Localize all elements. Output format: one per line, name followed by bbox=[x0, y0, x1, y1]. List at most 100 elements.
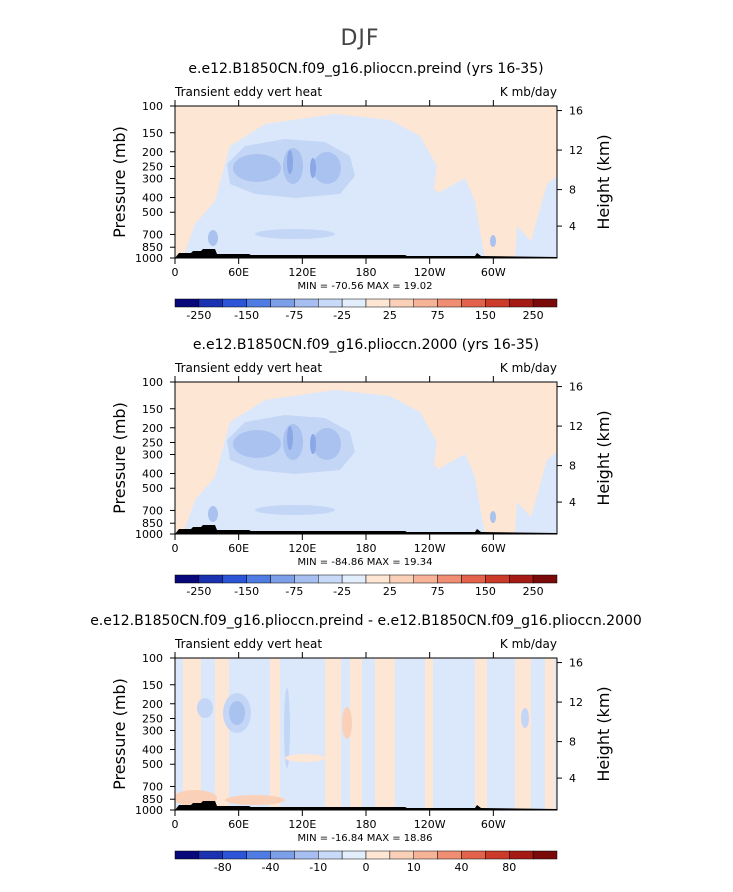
y-axis-right-title: Height (km) bbox=[594, 410, 613, 505]
y-tick-label: 850 bbox=[142, 517, 163, 530]
panel-units-label: K mb/day bbox=[500, 637, 557, 651]
topography-mask bbox=[175, 249, 557, 258]
colorbar-swatch bbox=[222, 298, 247, 308]
contour-strong-lobe bbox=[283, 148, 303, 184]
y-tick-label: 400 bbox=[142, 744, 163, 757]
panel-left-label: Transient eddy vert heat bbox=[174, 85, 322, 99]
x-tick-label: 60W bbox=[481, 542, 506, 555]
contour-strongest-lobe bbox=[310, 434, 316, 454]
contour-positive-band bbox=[515, 658, 531, 810]
contour-positive-band bbox=[270, 658, 280, 810]
panel-left-label: Transient eddy vert heat bbox=[174, 361, 322, 375]
y-tick-label: 500 bbox=[142, 758, 163, 771]
x-tick-label: 0 bbox=[172, 818, 179, 831]
panel-3: e.e12.B1850CN.f09_g16.plioccn.preind - e… bbox=[90, 613, 642, 874]
colorbar-swatch bbox=[509, 298, 534, 308]
contour-positive-band bbox=[475, 658, 487, 810]
contour-strong-lobe bbox=[233, 430, 281, 458]
x-tick-label: 0 bbox=[172, 542, 179, 555]
panels: e.e12.B1850CN.f09_g16.plioccn.preind (yr… bbox=[90, 61, 642, 874]
x-tick-label: 180 bbox=[356, 266, 377, 279]
y-axis-right-title: Height (km) bbox=[594, 686, 613, 781]
colorbar-label: 25 bbox=[383, 309, 397, 322]
contour-strongest-lobe bbox=[287, 426, 293, 450]
contour-surface-lobe bbox=[208, 230, 218, 246]
y-axis-title: Pressure (mb) bbox=[110, 402, 129, 514]
y-tick-label: 850 bbox=[142, 793, 163, 806]
colorbar-label: 40 bbox=[455, 861, 469, 874]
y-tick-label: 300 bbox=[142, 725, 163, 738]
contour-positive-lobe bbox=[342, 707, 352, 739]
y-tick-label: 150 bbox=[142, 127, 163, 140]
page-title: DJF bbox=[340, 26, 379, 51]
colorbar-swatch bbox=[246, 298, 271, 308]
colorbar-swatch bbox=[413, 850, 438, 860]
colorbar-label: -25 bbox=[333, 309, 351, 322]
x-tick-label: 60W bbox=[481, 818, 506, 831]
contour-lower-band bbox=[255, 229, 335, 239]
colorbar-swatch bbox=[198, 298, 223, 308]
colorbar-swatch bbox=[437, 298, 462, 308]
contour-negative-lobe bbox=[284, 688, 290, 768]
colorbar-swatch bbox=[341, 298, 367, 308]
colorbar-swatch bbox=[485, 850, 510, 860]
panel-title: e.e12.B1850CN.f09_g16.plioccn.preind (yr… bbox=[188, 61, 543, 77]
contour-positive-band bbox=[183, 658, 201, 810]
contour-field bbox=[175, 382, 557, 534]
y-tick-label: 850 bbox=[142, 241, 163, 254]
contour-positive-band bbox=[375, 658, 395, 810]
colorbar-swatch bbox=[270, 298, 295, 308]
y-tick-label: 200 bbox=[142, 422, 163, 435]
colorbar-swatch bbox=[246, 850, 271, 860]
colorbar-label: -75 bbox=[285, 585, 303, 598]
stats-label: MIN = -16.84 MAX = 18.86 bbox=[298, 833, 433, 844]
y-tick-label: 400 bbox=[142, 468, 163, 481]
colorbar-swatch bbox=[437, 574, 462, 584]
contour-strongest-lobe bbox=[287, 150, 293, 174]
topography-mask bbox=[175, 525, 557, 534]
stats-label: MIN = -70.56 MAX = 19.02 bbox=[298, 281, 433, 292]
colorbar-label: -40 bbox=[262, 861, 280, 874]
panel-title: e.e12.B1850CN.f09_g16.plioccn.2000 (yrs … bbox=[193, 337, 539, 353]
colorbar-label: 10 bbox=[407, 861, 421, 874]
colorbar-swatch bbox=[246, 574, 271, 584]
colorbar-swatch bbox=[198, 574, 223, 584]
contour-strong-lobe bbox=[313, 428, 341, 460]
colorbar-swatch bbox=[318, 850, 343, 860]
y-tick-label: 200 bbox=[142, 698, 163, 711]
panel-2: e.e12.B1850CN.f09_g16.plioccn.2000 (yrs … bbox=[110, 337, 613, 598]
contour-surface-lobe bbox=[490, 235, 496, 247]
colorbar-swatch bbox=[222, 574, 247, 584]
contour-positive-band bbox=[325, 658, 341, 810]
contour-positive-band bbox=[545, 658, 555, 810]
contour-negative-lower bbox=[375, 452, 447, 534]
y-tick-label: 1000 bbox=[135, 252, 163, 265]
y-tick-label: 700 bbox=[142, 504, 163, 517]
y-right-tick-label: 16 bbox=[569, 657, 583, 670]
y-right-tick-label: 4 bbox=[569, 220, 576, 233]
panel-units-label: K mb/day bbox=[500, 361, 557, 375]
y-tick-label: 100 bbox=[142, 652, 163, 665]
colorbar-swatch bbox=[365, 298, 391, 308]
contour-strong-lobe bbox=[229, 701, 245, 725]
x-tick-label: 120E bbox=[288, 818, 316, 831]
y-tick-label: 700 bbox=[142, 780, 163, 793]
colorbar-swatch bbox=[413, 574, 438, 584]
colorbar-swatch bbox=[174, 850, 200, 860]
contour-surface-lobe bbox=[208, 506, 218, 522]
y-right-tick-label: 16 bbox=[569, 381, 583, 394]
colorbar-swatch bbox=[198, 850, 223, 860]
stats-label: MIN = -84.86 MAX = 19.34 bbox=[298, 557, 433, 568]
contour-strong-lobe bbox=[283, 424, 303, 460]
contour-positive-lobe bbox=[225, 795, 285, 805]
contour-strongest-lobe bbox=[310, 158, 316, 178]
x-tick-label: 120E bbox=[288, 266, 316, 279]
contour-strong-lobe bbox=[233, 154, 281, 182]
topography-mask bbox=[175, 801, 557, 810]
colorbar-label: -75 bbox=[285, 309, 303, 322]
contour-negative-lobe bbox=[521, 708, 529, 728]
x-tick-label: 120W bbox=[414, 542, 446, 555]
colorbar-label: -150 bbox=[234, 309, 259, 322]
contour-field bbox=[175, 658, 557, 810]
